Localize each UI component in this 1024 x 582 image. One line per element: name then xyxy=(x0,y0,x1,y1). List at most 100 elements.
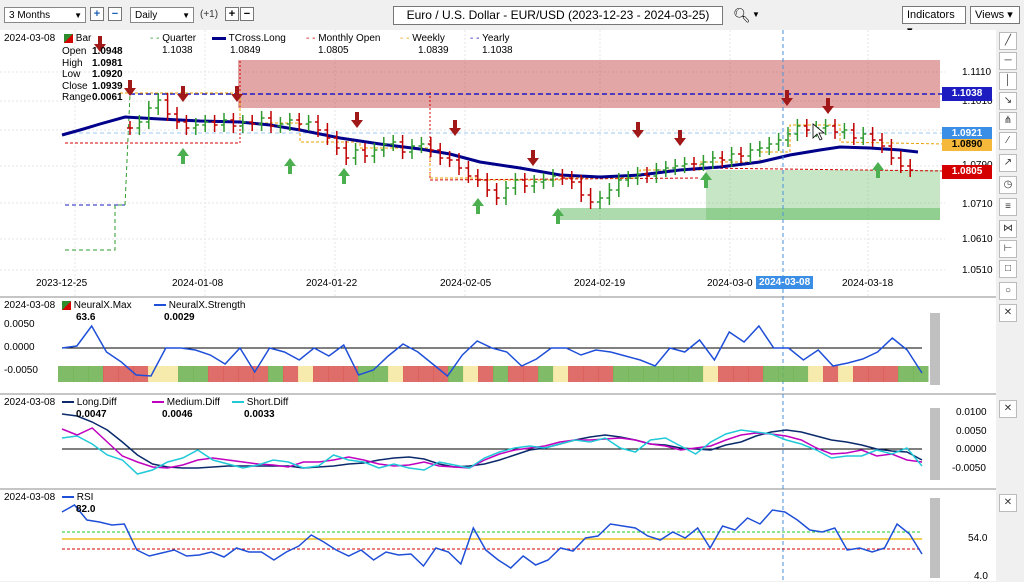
chevron-down-icon[interactable]: ▼ xyxy=(752,10,760,19)
signal-arrows xyxy=(94,36,884,224)
diff-tick: 0.0100 xyxy=(956,407,987,418)
up-arrow-icon xyxy=(876,170,880,178)
ruler-icon[interactable]: ⊢ xyxy=(999,240,1017,258)
neural-max-block xyxy=(703,366,719,382)
legend-weekly: - - Weekly xyxy=(400,33,445,44)
date-tick: 2024-03-0 xyxy=(707,278,753,289)
neural-max-block xyxy=(388,366,404,382)
diff-scroll-bar[interactable] xyxy=(930,408,940,480)
close-icon[interactable]: ✕ xyxy=(999,494,1017,512)
down-arrow-icon xyxy=(674,138,686,146)
up-arrow-icon xyxy=(472,198,484,206)
neural-max-block xyxy=(493,366,509,382)
line-diag-icon[interactable]: ╱ xyxy=(999,32,1017,50)
down-arrow-icon xyxy=(98,36,102,44)
dash-icon: - - xyxy=(306,33,316,44)
search-icon[interactable]: 🔍︎ xyxy=(733,7,751,23)
rsi-tick: 4.0 xyxy=(974,571,988,582)
legend-value: 63.6 xyxy=(76,312,96,323)
short-diff-line xyxy=(61,429,923,475)
arrow-icon[interactable]: ↘ xyxy=(999,92,1017,110)
symbol-title[interactable]: Euro / U.S. Dollar - EUR/USD (2023-12-23… xyxy=(393,6,723,25)
neural-max-block xyxy=(883,366,899,382)
neural-scroll-bar[interactable] xyxy=(930,313,940,385)
rsi-tick: 54.0 xyxy=(968,533,988,544)
up-arrow-icon xyxy=(700,172,712,180)
fibonacci-icon[interactable]: ⋈ xyxy=(999,220,1017,238)
close-icon[interactable]: ✕ xyxy=(999,400,1017,418)
neural-max-block xyxy=(148,366,164,382)
indicators-menu[interactable]: Indicators ▾ xyxy=(902,6,966,37)
circle-icon[interactable]: ○ xyxy=(999,282,1017,300)
up-arrow-icon xyxy=(284,158,296,166)
bars-icon[interactable]: ≡ xyxy=(999,198,1017,216)
square-icon[interactable]: □ xyxy=(999,260,1017,278)
neural-max-block xyxy=(688,366,704,382)
line-v-icon[interactable]: │ xyxy=(999,72,1017,90)
legend-label: Monthly Open xyxy=(318,33,381,44)
monthly-open-price-tag: 1.0805 xyxy=(942,165,992,179)
price-panel-bg xyxy=(0,30,996,296)
diff-tick: 0.0000 xyxy=(956,444,987,455)
neural-max-block xyxy=(373,366,389,382)
down-arrow-icon xyxy=(678,130,682,138)
legend-quarter: - - Quarter xyxy=(150,33,196,44)
neural-max-block xyxy=(193,366,209,382)
date-tick: 2024-01-22 xyxy=(306,278,358,289)
legend-label: Medium.Diff xyxy=(166,397,220,408)
range-select-value: 3 Months xyxy=(9,10,51,21)
up-arrow-icon xyxy=(338,168,350,176)
neural-max-block xyxy=(208,366,224,382)
close-icon[interactable]: ✕ xyxy=(999,304,1017,322)
down-arrow-icon xyxy=(636,122,640,130)
neural-max-block xyxy=(793,366,809,382)
ohlc-label: Close xyxy=(62,80,88,92)
rsi-scroll-bar[interactable] xyxy=(930,498,940,578)
neural-max-block xyxy=(253,366,269,382)
legend-label: TCross.Long xyxy=(228,33,286,44)
neural-max-block xyxy=(553,366,569,382)
legend-neural-max: NeuralX.Max xyxy=(62,300,132,311)
remove-button[interactable]: − xyxy=(240,7,254,21)
add-button[interactable]: + xyxy=(225,7,239,21)
monthly-open-line-2 xyxy=(429,177,701,181)
legend-label: Bar xyxy=(75,33,92,44)
down-arrow-icon xyxy=(632,130,644,138)
zoom-in-button[interactable]: + xyxy=(90,7,104,21)
long-diff-line xyxy=(61,413,923,469)
down-arrow-icon xyxy=(177,94,189,102)
neural-max-block xyxy=(133,366,149,382)
line-h-icon[interactable]: ─ xyxy=(999,52,1017,70)
neural-max-blocks xyxy=(58,366,929,382)
monthly-open-line-3 xyxy=(699,167,946,172)
views-menu[interactable]: Views ▾ xyxy=(970,6,1020,24)
price-tick: 1.1110 xyxy=(962,67,992,78)
down-arrow-icon xyxy=(527,158,539,166)
down-arrow-icon xyxy=(235,86,239,94)
interval-select[interactable]: Daily ▼ xyxy=(130,7,194,23)
offset-label: (+1) xyxy=(200,9,219,20)
neural-max-block xyxy=(658,366,674,382)
pitchfork-icon[interactable]: ⋔ xyxy=(999,112,1017,130)
line-icon xyxy=(232,401,244,404)
bar-icon xyxy=(62,300,71,310)
legend-label: RSI xyxy=(76,492,94,503)
dash-icon: - - xyxy=(150,33,160,44)
legend-label: NeuralX.Max xyxy=(73,300,132,311)
chart-area[interactable] xyxy=(0,30,996,581)
down-arrow-icon xyxy=(785,90,789,98)
neural-max-block xyxy=(298,366,314,382)
down-arrow-icon xyxy=(531,150,535,158)
clock-icon[interactable]: ◷ xyxy=(999,176,1017,194)
legend-value: 1.0839 xyxy=(418,45,449,56)
range-select[interactable]: 3 Months ▼ xyxy=(4,7,86,23)
zoom-out-button[interactable]: − xyxy=(108,7,122,21)
neural-max-block xyxy=(598,366,614,382)
price-tick: 1.1010 xyxy=(962,96,993,107)
legend-neural-strength: NeuralX.Strength xyxy=(154,300,246,311)
legend-yearly: - - Yearly xyxy=(470,33,510,44)
neural-max-block xyxy=(433,366,449,382)
line-alt-icon[interactable]: ⁄ xyxy=(999,132,1017,150)
down-arrow-icon xyxy=(231,94,243,102)
trend-icon[interactable]: ↗ xyxy=(999,154,1017,172)
